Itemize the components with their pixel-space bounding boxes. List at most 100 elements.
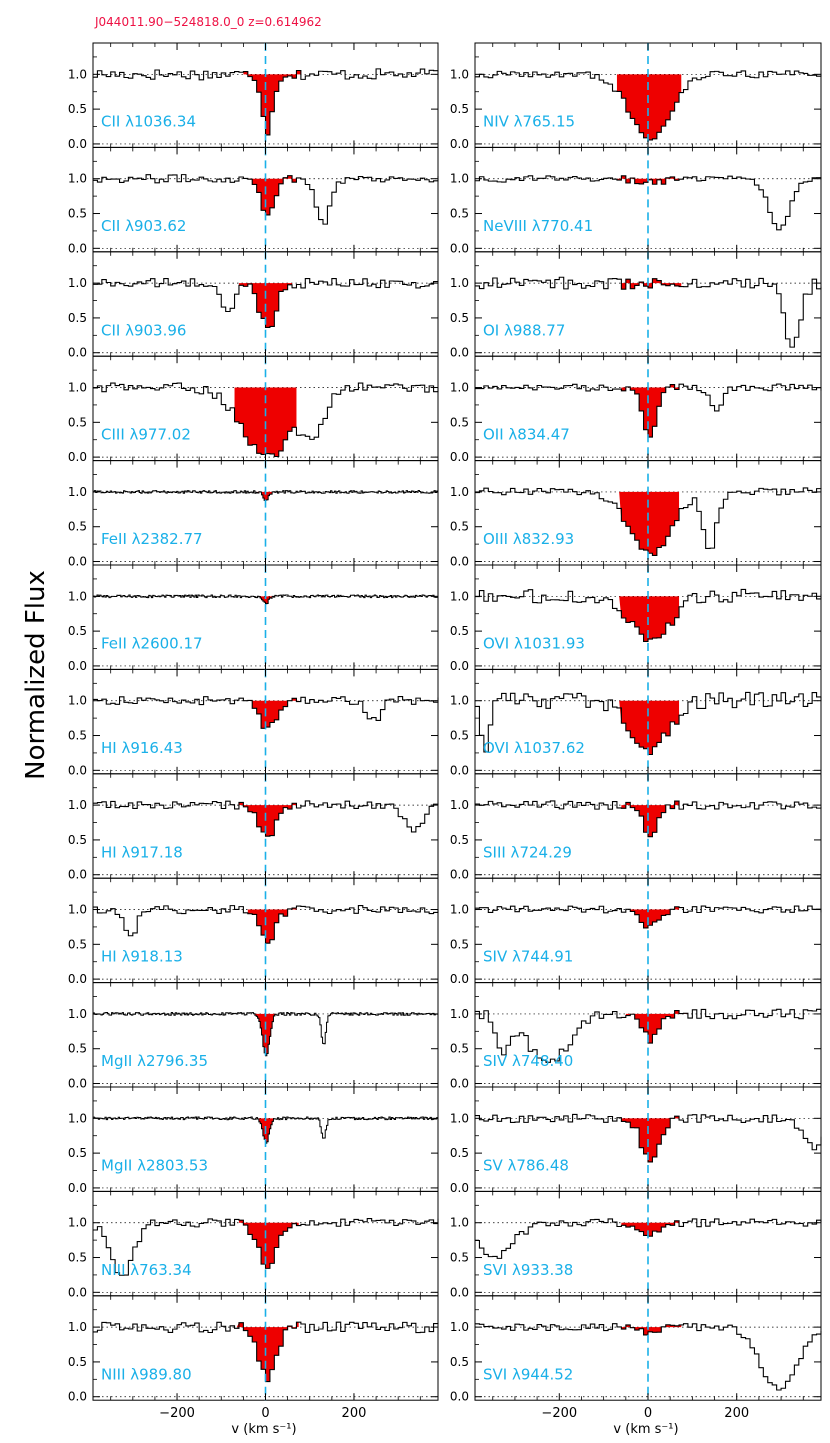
- ion-label: OII λ834.47: [483, 426, 570, 444]
- y-tick-label: 0.5: [450, 1146, 469, 1160]
- y-tick-label: 1.0: [450, 1216, 469, 1230]
- y-tick-label: 0.0: [450, 1181, 469, 1195]
- ion-label: HI λ918.13: [101, 948, 183, 966]
- y-tick-label: 1.0: [68, 1111, 87, 1125]
- spectrum-line: [93, 278, 439, 328]
- absorption-fill: [619, 596, 680, 642]
- y-tick-label: 0.5: [450, 729, 469, 743]
- y-tick-label: 1.0: [450, 276, 469, 290]
- y-tick-label: 0.5: [450, 415, 469, 429]
- x-tick-label: −200: [159, 1406, 195, 1421]
- spectrum-panel-0-3: 0.0 0.5 1.0 CIII λ977.02: [68, 355, 439, 464]
- spectrum-panel-1-10: 0.0 0.5 1.0 SV λ786.48: [450, 1086, 822, 1195]
- spectrum-line: [475, 588, 822, 642]
- y-tick-label: 1.0: [450, 1320, 469, 1334]
- y-tick-label: 0.0: [450, 868, 469, 882]
- y-tick-label: 0.0: [68, 137, 87, 151]
- absorption-fill: [616, 1324, 682, 1335]
- ion-label: SVI λ944.52: [483, 1365, 573, 1383]
- ion-label: OVI λ1031.93: [483, 635, 585, 653]
- y-tick-label: 0.5: [450, 624, 469, 638]
- y-tick-label: 1.0: [68, 798, 87, 812]
- spectrum-panel-0-1: 0.0 0.5 1.0 CII λ903.62: [68, 146, 439, 255]
- y-tick-label: 1.0: [68, 903, 87, 917]
- y-tick-label: 0.5: [450, 311, 469, 325]
- spectrum-panel-0-10: 0.0 0.5 1.0 MgII λ2803.53: [68, 1086, 439, 1195]
- ion-label: MgII λ2803.53: [101, 1157, 208, 1175]
- y-tick-label: 0.5: [68, 937, 87, 951]
- ion-label: CII λ903.62: [101, 217, 186, 235]
- spectrum-line: [93, 800, 439, 837]
- y-tick-label: 0.0: [68, 555, 87, 569]
- absorption-fill: [238, 802, 297, 837]
- spectrum-panel-0-11: 0.0 0.5 1.0 NIII λ763.34: [68, 1190, 439, 1299]
- ion-label: MgII λ2796.35: [101, 1052, 208, 1070]
- y-tick-label: 0.0: [68, 659, 87, 673]
- absorption-fill: [243, 698, 299, 729]
- y-tick-label: 1.0: [450, 381, 469, 395]
- ion-label: HI λ916.43: [101, 739, 183, 757]
- y-tick-label: 1.0: [68, 381, 87, 395]
- spectrum-line: [93, 594, 439, 605]
- spectrum-panel-0-9: 0.0 0.5 1.0 MgII λ2796.35: [68, 982, 439, 1091]
- y-tick-label: 1.0: [68, 276, 87, 290]
- y-tick-label: 0.5: [450, 207, 469, 221]
- y-tick-label: 0.5: [450, 1355, 469, 1369]
- y-tick-label: 0.5: [450, 1251, 469, 1265]
- ion-label: OVI λ1037.62: [483, 739, 585, 757]
- figure-title: J044011.90−524818.0_0 z=0.614962: [94, 15, 322, 29]
- y-tick-label: 0.0: [68, 868, 87, 882]
- y-tick-label: 0.0: [68, 1181, 87, 1195]
- ion-label: SIII λ724.29: [483, 843, 572, 861]
- spectrum-line: [475, 905, 822, 929]
- y-tick-label: 0.0: [68, 972, 87, 986]
- spectrum-panel-0-0: 0.0 0.5 1.0 CII λ1036.34: [68, 42, 439, 151]
- y-tick-label: 1.0: [68, 694, 87, 708]
- y-tick-label: 1.0: [450, 694, 469, 708]
- y-tick-label: 0.0: [450, 972, 469, 986]
- spectrum-line: [93, 1012, 439, 1057]
- y-tick-label: 0.0: [450, 1390, 469, 1404]
- spectrum-line: [475, 1008, 822, 1063]
- absorption-fill: [621, 1220, 680, 1237]
- ion-label: NIV λ765.15: [483, 113, 575, 131]
- y-tick-label: 0.5: [450, 833, 469, 847]
- spectrum-panel-1-5: 0.0 0.5 1.0 OVI λ1031.93: [450, 564, 822, 673]
- panel-grid: 0.0 0.5 1.0 CII λ1036.34 0.0 0.5 1.0 CII λ903.6…: [68, 42, 822, 1421]
- spectrum-panel-1-6: 0.0 0.5 1.0 OVI λ1037.62: [450, 668, 822, 777]
- y-tick-label: 0.5: [68, 520, 87, 534]
- y-tick-label: 0.5: [450, 1042, 469, 1056]
- spectrum-line: [93, 1218, 439, 1276]
- spectrum-panel-0-4: 0.0 0.5 1.0 FeII λ2382.77: [68, 460, 439, 569]
- y-tick-label: 0.0: [68, 1390, 87, 1404]
- absorption-fill: [247, 175, 297, 215]
- spectrum-panel-1-11: 0.0 0.5 1.0 SVI λ933.38: [450, 1190, 822, 1299]
- ion-label: SV λ786.48: [483, 1157, 569, 1175]
- y-tick-label: 1.0: [450, 589, 469, 603]
- y-tick-label: 1.0: [450, 798, 469, 812]
- absorption-fill: [621, 278, 682, 290]
- x-tick-label: −200: [541, 1406, 577, 1421]
- y-tick-label: 1.0: [68, 1216, 87, 1230]
- y-tick-label: 0.5: [450, 520, 469, 534]
- y-tick-label: 0.5: [68, 102, 87, 116]
- y-tick-label: 0.0: [450, 763, 469, 777]
- ion-label: FeII λ2382.77: [101, 530, 203, 548]
- y-tick-label: 1.0: [68, 67, 87, 81]
- spectrum-panel-0-8: 0.0 0.5 1.0 HI λ918.13: [68, 877, 439, 986]
- y-tick-label: 1.0: [68, 1007, 87, 1021]
- spectrum-line: [475, 1323, 822, 1391]
- x-tick-label: 0: [261, 1406, 269, 1421]
- y-tick-label: 0.5: [68, 1146, 87, 1160]
- x-tick-label: 0: [644, 1406, 652, 1421]
- ion-label: SIV λ744.91: [483, 948, 573, 966]
- ion-label: NeVIII λ770.41: [483, 217, 593, 235]
- y-tick-label: 0.5: [68, 207, 87, 221]
- x-axis-label-right: v (km s⁻¹): [613, 1422, 678, 1437]
- ion-label: OIII λ832.93: [483, 530, 574, 548]
- spectrum-panel-0-7: 0.0 0.5 1.0 HI λ917.18: [68, 773, 439, 882]
- y-tick-label: 1.0: [450, 1111, 469, 1125]
- spectrum-panel-0-2: 0.0 0.5 1.0 CII λ903.96: [68, 251, 439, 360]
